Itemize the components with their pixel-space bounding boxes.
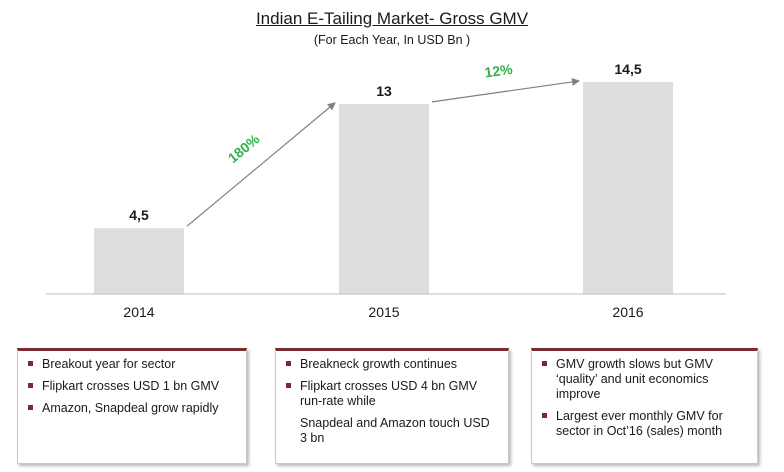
growth-label: 180% bbox=[225, 130, 263, 166]
bar-2014 bbox=[94, 228, 184, 294]
bar-chart: 4,5 2014 13 2015 14,5 2016 180% 12% bbox=[46, 61, 726, 320]
growth-arrow bbox=[186, 102, 336, 227]
note-box-2016: GMV growth slows but GMV ‘quality’ and u… bbox=[531, 348, 758, 464]
note-item: Breakout year for sector bbox=[28, 357, 238, 372]
growth-arrow bbox=[431, 77, 580, 103]
chart-subtitle: (For Each Year, In USD Bn ) bbox=[313, 33, 471, 47]
x-tick-label: 2015 bbox=[368, 304, 399, 320]
note-item: GMV growth slows but GMV ‘quality’ and u… bbox=[542, 357, 749, 402]
note-item: Flipkart crosses USD 1 bn GMV bbox=[28, 379, 238, 394]
note-item: Flipkart crosses USD 4 bn GMV run-rate w… bbox=[286, 379, 500, 409]
note-box-2014: Breakout year for sector Flipkart crosse… bbox=[17, 348, 247, 464]
note-box-2015: Breakneck growth continues Flipkart cros… bbox=[275, 348, 509, 464]
bar-value-label: 13 bbox=[376, 83, 392, 99]
growth-label: 12% bbox=[484, 61, 515, 81]
note-item: Largest ever monthly GMV for sector in O… bbox=[542, 409, 749, 439]
x-tick-label: 2014 bbox=[123, 304, 154, 320]
note-item: Snapdeal and Amazon touch USD 3 bn bbox=[300, 416, 490, 445]
chart-title: Indian E-Tailing Market- Gross GMV bbox=[255, 9, 529, 28]
bar-value-label: 4,5 bbox=[129, 207, 149, 223]
note-item: Breakneck growth continues bbox=[286, 357, 500, 372]
bar-2015 bbox=[339, 103, 429, 294]
bar-2016 bbox=[583, 81, 673, 294]
note-item: Amazon, Snapdeal grow rapidly bbox=[28, 401, 238, 416]
bar-value-label: 14,5 bbox=[614, 61, 641, 77]
x-tick-label: 2016 bbox=[612, 304, 643, 320]
